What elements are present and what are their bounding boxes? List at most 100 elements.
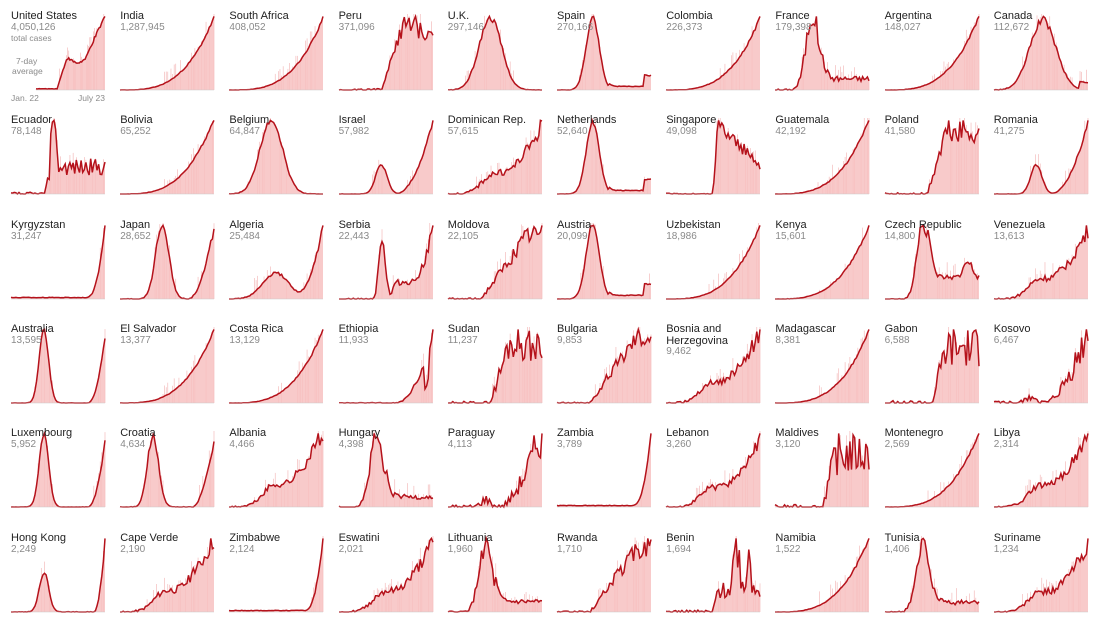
total-cases-label: total cases xyxy=(11,33,52,43)
chart-panel: Hong Kong 2,249 xyxy=(10,532,106,624)
case-count: 25,484 xyxy=(229,230,260,242)
chart-panel: Argentina 148,027 xyxy=(884,10,980,102)
chart-svg xyxy=(993,118,1089,196)
average-area xyxy=(666,433,761,508)
chart-svg xyxy=(556,433,652,508)
average-line xyxy=(666,537,761,613)
chart-panel: Croatia 4,634 xyxy=(119,427,215,519)
country-name: Montenegro xyxy=(884,427,944,440)
average-area xyxy=(120,16,215,90)
chart-svg xyxy=(229,16,325,91)
average-line xyxy=(447,433,543,509)
chart-panel: Libya 2,314 xyxy=(993,427,1089,519)
average-line xyxy=(10,224,106,299)
chart-panel: Zambia 3,789 xyxy=(556,427,652,519)
average-area xyxy=(993,433,1088,508)
case-count: 13,613 xyxy=(993,230,1025,242)
country-name: El Salvador xyxy=(120,322,177,335)
chart-svg xyxy=(993,14,1088,91)
chart-panel: South Africa 408,052 xyxy=(228,10,325,102)
case-count: 49,098 xyxy=(666,126,697,138)
country-name: Uzbekistan xyxy=(666,218,721,231)
chart-panel: Suriname 1,234 xyxy=(993,532,1089,624)
case-count: 64,847 xyxy=(229,126,260,138)
case-count: 22,443 xyxy=(338,230,370,242)
case-count: 1,960 xyxy=(447,543,473,555)
average-area xyxy=(775,16,870,90)
chart-svg xyxy=(120,222,215,300)
country-name: Romania xyxy=(993,114,1038,127)
average-area xyxy=(447,329,542,403)
country-name: Japan xyxy=(120,218,151,231)
case-count: 1,710 xyxy=(557,543,583,555)
chart-panel: Cape Verde 2,190 xyxy=(119,532,215,624)
country-name: Gabon xyxy=(884,322,918,335)
chart-svg xyxy=(11,326,106,404)
chart-panel: Paraguay 4,113 xyxy=(447,427,543,519)
average-area xyxy=(229,433,324,508)
chart-panel: Ecuador 78,148 xyxy=(10,114,106,206)
chart-svg xyxy=(993,431,1089,508)
chart-panel: Algeria 25,484 xyxy=(228,219,325,311)
country-name: Kyrgyzstan xyxy=(11,218,66,231)
country-name: Kosovo xyxy=(993,322,1031,335)
case-count: 179,398 xyxy=(775,22,812,33)
chart-panel: Romania 41,275 xyxy=(993,114,1089,206)
chart-panel: Namibia 1,522 xyxy=(774,532,871,624)
case-count: 41,580 xyxy=(884,126,916,138)
country-name: Belgium xyxy=(229,114,270,127)
average-area xyxy=(120,329,215,403)
average-area xyxy=(447,537,542,612)
chart-panel: Maldives 3,120 xyxy=(774,427,871,519)
average-area xyxy=(775,120,870,195)
chart-svg xyxy=(775,431,871,509)
chart-panel: Netherlands 52,640 xyxy=(556,114,652,206)
case-count: 9,853 xyxy=(557,334,583,346)
average-area xyxy=(993,16,1088,90)
chart-panel: Sudan 11,237 xyxy=(447,323,543,415)
country-name: Zimbabwe xyxy=(229,531,281,544)
chart-svg xyxy=(229,431,325,509)
case-count: 5,952 xyxy=(11,439,37,451)
average-line xyxy=(556,433,652,507)
chart-svg xyxy=(120,326,215,404)
average-line xyxy=(666,329,761,404)
case-count: 42,192 xyxy=(775,126,806,138)
chart-svg xyxy=(993,224,1089,300)
case-count: 3,789 xyxy=(557,439,583,451)
average-area xyxy=(884,224,979,299)
case-count: 52,640 xyxy=(557,126,588,138)
average-area xyxy=(993,224,1088,299)
country-name: Lithuania xyxy=(447,531,493,544)
country-name: Ecuador xyxy=(11,114,52,127)
average-area xyxy=(666,224,761,299)
country-name: Costa Rica xyxy=(229,322,284,335)
chart-svg xyxy=(993,537,1089,613)
country-name: Guatemala xyxy=(775,114,830,127)
average-area xyxy=(775,224,870,299)
country-name: Moldova xyxy=(447,218,490,231)
average-line xyxy=(993,329,1089,404)
chart-svg xyxy=(556,535,652,613)
case-count: 2,569 xyxy=(884,439,910,451)
chart-panel: Ethiopia 11,933 xyxy=(338,323,434,415)
chart-panel: Albania 4,466 xyxy=(228,427,325,519)
case-count: 8,381 xyxy=(775,334,801,346)
country-name: Austria xyxy=(557,218,592,231)
chart-svg xyxy=(10,224,106,299)
chart-svg xyxy=(666,326,761,404)
chart-panel: Zimbabwe 2,124 xyxy=(228,531,325,624)
chart-panel: U.K. 297,146 xyxy=(447,10,543,102)
country-name: Croatia xyxy=(120,427,156,440)
average-area xyxy=(11,120,105,195)
average-area xyxy=(775,433,870,508)
chart-svg xyxy=(120,14,215,91)
chart-panel: Costa Rica 13,129 xyxy=(228,322,325,415)
chart-panel: Lithuania 1,960 xyxy=(447,532,543,624)
chart-svg xyxy=(666,118,761,196)
country-name: Benin xyxy=(666,531,695,544)
average-area xyxy=(338,329,433,403)
chart-svg xyxy=(338,222,434,300)
chart-panel: Serbia 22,443 xyxy=(338,219,434,311)
